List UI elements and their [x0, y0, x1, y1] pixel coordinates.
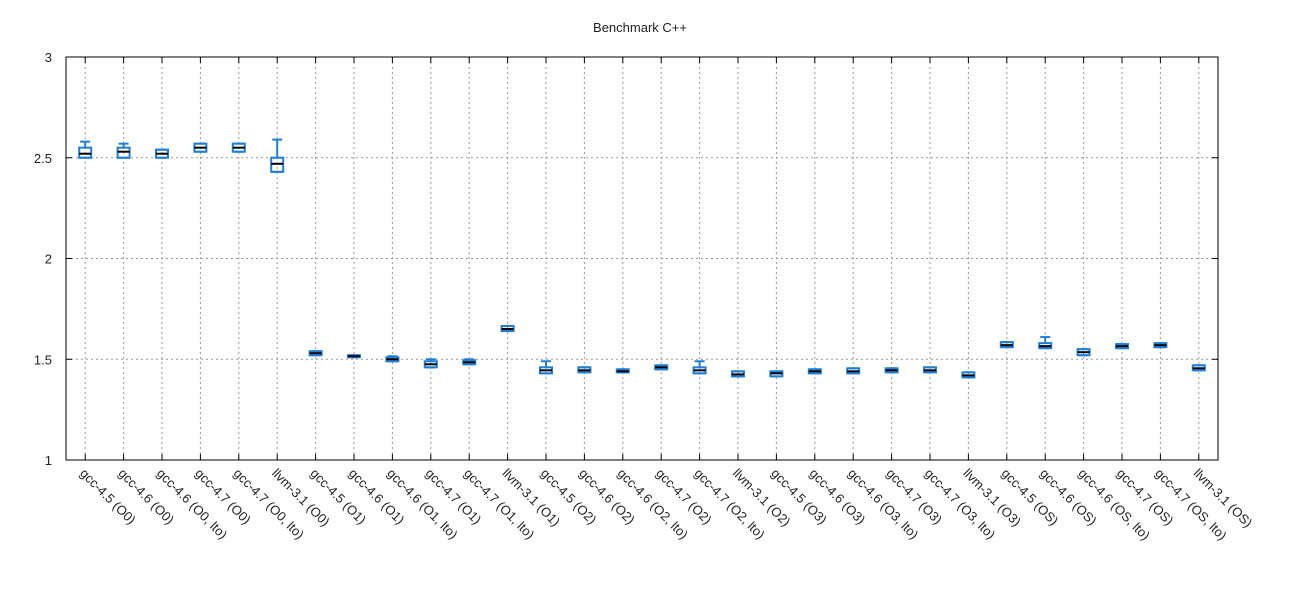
- plot-frame: [65, 56, 1219, 461]
- y-tick-label: 2.5: [34, 151, 52, 166]
- y-tick-label: 3: [45, 50, 52, 65]
- box: [270, 156, 285, 173]
- y-tick-label: 1: [45, 453, 52, 468]
- box: [116, 146, 131, 159]
- y-tick-label: 1.5: [34, 352, 52, 367]
- y-tick-label: 2: [45, 252, 52, 267]
- chart-title: Benchmark C++: [593, 20, 687, 35]
- box: [78, 146, 93, 159]
